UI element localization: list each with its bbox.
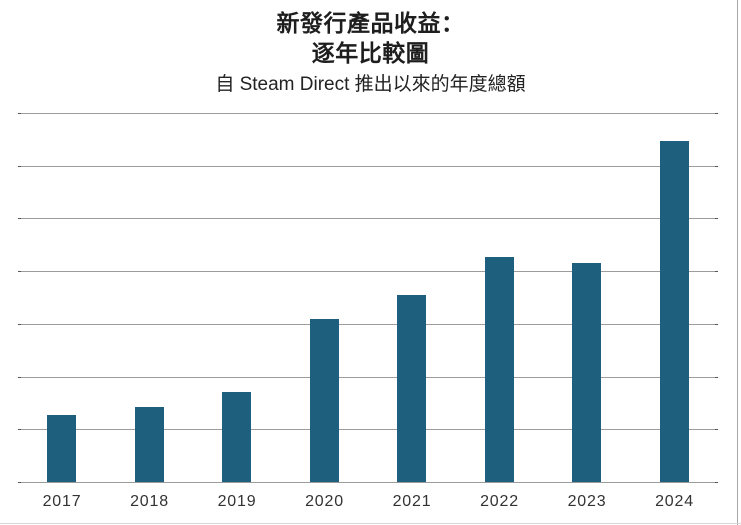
gridline-6 — [18, 429, 718, 430]
x-axis-label-2019: 2019 — [217, 493, 257, 510]
chart-title: 新發行產品收益： 逐年比較圖 — [0, 8, 741, 68]
x-axis-label-2020: 2020 — [305, 493, 344, 510]
bar-2020 — [309, 319, 339, 482]
bar-2021 — [397, 295, 427, 482]
bar-2017 — [47, 415, 77, 482]
gridline-3 — [18, 271, 718, 272]
chart-title-line2: 逐年比較圖 — [311, 40, 430, 66]
x-axis-label-2022: 2022 — [480, 493, 519, 510]
gridline-2 — [18, 218, 718, 219]
bottom-divider-line — [0, 523, 741, 524]
bar-chart-plot — [18, 113, 718, 483]
bar-2022 — [484, 257, 514, 482]
gridline-0 — [18, 113, 718, 114]
x-axis-label-2024: 2024 — [655, 493, 694, 510]
x-axis-label-2021: 2021 — [392, 493, 432, 510]
x-axis-label-2017: 2017 — [42, 493, 82, 510]
bar-2023 — [572, 263, 602, 482]
gridline-1 — [18, 166, 718, 167]
x-axis-label-2018: 2018 — [130, 493, 169, 510]
gridline-7 — [18, 482, 718, 483]
chart-title-line1: 新發行產品收益： — [276, 10, 465, 36]
bar-2018 — [134, 407, 164, 482]
chart-subtitle: 自 Steam Direct 推出以來的年度總額 — [215, 74, 526, 95]
gridline-5 — [18, 377, 718, 378]
gridline-4 — [18, 324, 718, 325]
bar-2019 — [222, 392, 252, 482]
right-border-line — [737, 0, 738, 525]
x-axis-label-2023: 2023 — [567, 493, 607, 510]
bar-2024 — [659, 141, 689, 482]
